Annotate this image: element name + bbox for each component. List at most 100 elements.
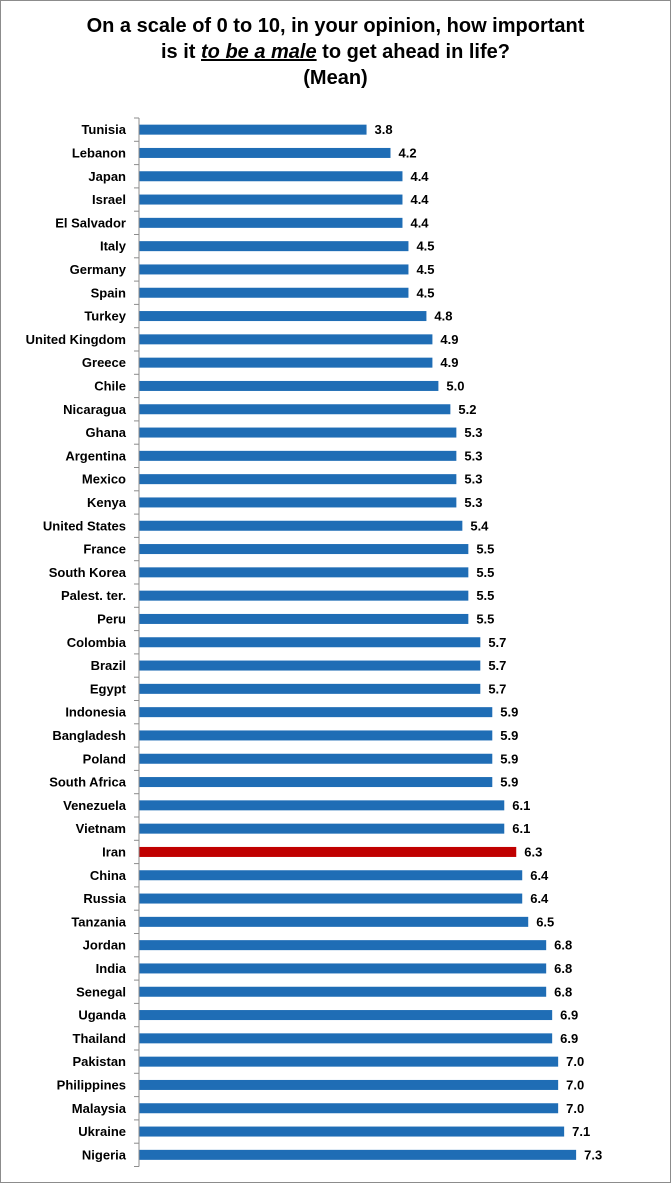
bar-row-peru: Peru 5.5 <box>97 611 494 626</box>
bar-row-argentina: Argentina 5.3 <box>65 448 482 463</box>
bar <box>139 241 409 252</box>
category-label: Italy <box>100 239 127 254</box>
chart-title-line-1: On a scale of 0 to 10, in your opinion, … <box>86 15 585 37</box>
bar <box>139 637 481 648</box>
bar-row-spain: Spain 4.5 <box>91 285 435 300</box>
category-label: Indonesia <box>65 705 126 720</box>
bar-row-senegal: Senegal 6.8 <box>76 984 572 999</box>
value-label: 7.1 <box>572 1124 590 1139</box>
bar-row-united-kingdom: United Kingdom 4.9 <box>26 332 459 347</box>
bar-row-thailand: Thailand 6.9 <box>73 1031 579 1046</box>
bar-row-tunisia: Tunisia 3.8 <box>81 122 392 137</box>
bar <box>139 823 505 834</box>
bar-row-china: China 6.4 <box>90 868 549 883</box>
category-label: South Korea <box>49 565 127 580</box>
bar-row-nicaragua: Nicaragua 5.2 <box>63 402 476 417</box>
chart-title-line-3: (Mean) <box>303 67 368 89</box>
value-label: 4.8 <box>434 309 452 324</box>
category-label: Nicaragua <box>63 402 127 417</box>
bar-row-greece: Greece 4.9 <box>82 355 459 370</box>
bar <box>139 1079 559 1090</box>
value-label: 5.9 <box>500 751 518 766</box>
value-label: 4.5 <box>416 285 434 300</box>
bar-row-south-africa: South Africa 5.9 <box>49 775 518 790</box>
bar <box>139 1126 565 1137</box>
bar <box>139 916 529 927</box>
category-label: Poland <box>83 751 126 766</box>
bar <box>139 287 409 298</box>
bar-row-egypt: Egypt 5.7 <box>90 681 507 696</box>
bar-row-south-korea: South Korea 5.5 <box>49 565 495 580</box>
category-label: Philippines <box>57 1077 126 1092</box>
category-label: Greece <box>82 355 126 370</box>
bar-row-israel: Israel 4.4 <box>92 192 429 207</box>
bar-row-colombia: Colombia 5.7 <box>67 635 507 650</box>
value-label: 4.2 <box>398 145 416 160</box>
category-label: Turkey <box>84 309 126 324</box>
bar-row-germany: Germany 4.5 <box>70 262 435 277</box>
bar-row-brazil: Brazil 5.7 <box>91 658 507 673</box>
bar <box>139 147 391 158</box>
category-label: United Kingdom <box>26 332 126 347</box>
value-label: 6.1 <box>512 821 530 836</box>
value-label: 6.9 <box>560 1031 578 1046</box>
value-label: 5.7 <box>488 658 506 673</box>
bar-row-ukraine: Ukraine 7.1 <box>78 1124 590 1139</box>
bar <box>139 124 367 135</box>
category-label: Iran <box>102 844 126 859</box>
bar <box>139 334 433 345</box>
value-label: 5.3 <box>464 472 482 487</box>
category-label: Chile <box>94 378 126 393</box>
bar-row-palest-ter: Palest. ter. 5.5 <box>61 588 494 603</box>
bar-row-united-states: United States 5.4 <box>43 518 489 533</box>
value-label: 5.5 <box>476 588 494 603</box>
value-label: 5.0 <box>446 378 464 393</box>
bar <box>139 311 427 322</box>
value-label: 4.9 <box>440 332 458 347</box>
bar-row-japan: Japan 4.4 <box>88 169 429 184</box>
category-label: Mexico <box>82 472 126 487</box>
bar-row-iran: Iran 6.3 <box>102 844 542 859</box>
bar-row-turkey: Turkey 4.8 <box>84 309 452 324</box>
bar <box>139 1149 577 1160</box>
category-label: Thailand <box>73 1031 127 1046</box>
chart-title: On a scale of 0 to 10, in your opinion, … <box>1 13 670 91</box>
value-label: 6.8 <box>554 984 572 999</box>
bar <box>139 1056 559 1067</box>
category-label: Egypt <box>90 681 127 696</box>
category-label: Russia <box>83 891 126 906</box>
value-label: 5.5 <box>476 565 494 580</box>
bar <box>139 986 547 997</box>
category-label: Bangladesh <box>52 728 126 743</box>
category-label: Palest. ter. <box>61 588 126 603</box>
category-label: China <box>90 868 127 883</box>
category-label: Japan <box>88 169 126 184</box>
bar-row-tanzania: Tanzania 6.5 <box>71 914 554 929</box>
value-label: 4.4 <box>410 192 429 207</box>
value-label: 6.3 <box>524 844 542 859</box>
category-label: Uganda <box>78 1008 126 1023</box>
bar <box>139 520 463 531</box>
category-label: El Salvador <box>55 215 126 230</box>
bar <box>139 707 493 718</box>
category-label: Ukraine <box>78 1124 126 1139</box>
category-label: Jordan <box>83 938 126 953</box>
bar <box>139 171 403 182</box>
bar <box>139 753 493 764</box>
bar <box>139 194 403 205</box>
category-label: India <box>96 961 127 976</box>
bar <box>139 450 457 461</box>
category-label: Colombia <box>67 635 127 650</box>
value-label: 5.2 <box>458 402 476 417</box>
bar-row-lebanon: Lebanon 4.2 <box>72 145 417 160</box>
value-label: 6.5 <box>536 914 554 929</box>
category-label: Argentina <box>65 448 126 463</box>
value-label: 5.7 <box>488 635 506 650</box>
bar <box>139 800 505 811</box>
bar-row-chile: Chile 5.0 <box>94 378 464 393</box>
category-label: Kenya <box>87 495 127 510</box>
category-label: Vietnam <box>76 821 126 836</box>
bar <box>139 777 493 788</box>
value-label: 5.3 <box>464 425 482 440</box>
